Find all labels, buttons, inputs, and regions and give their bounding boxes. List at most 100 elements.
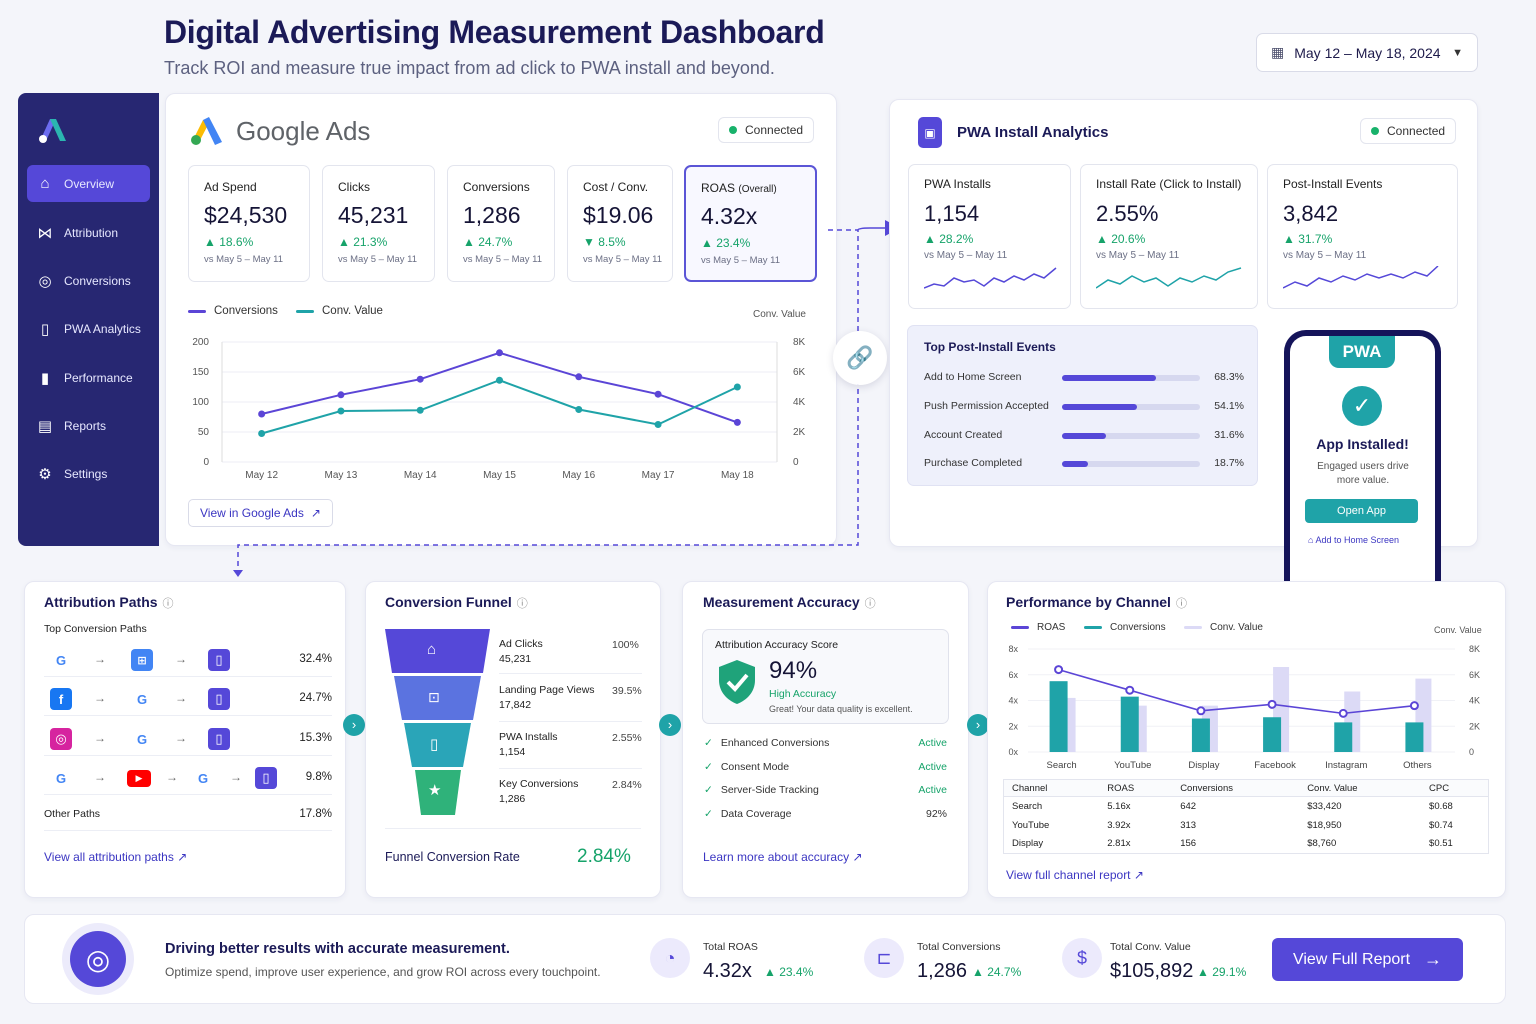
pwa-kpi-install-rate[interactable]: Install Rate (Click to Install) 2.55% ▲ 20… (1080, 164, 1258, 309)
sidebar-item-attribution[interactable]: ⋈ Attribution (27, 214, 150, 251)
check-label: Enhanced Conversions (720, 737, 830, 749)
data-point (1196, 706, 1206, 716)
table-cell: 3.92x (1107, 819, 1131, 831)
kpi-card-roas[interactable]: ROAS (Overall) 4.32x ▲ 23.4% vs May 5 – May… (684, 165, 817, 282)
sparkline (1282, 265, 1439, 289)
y2-tick-label: 4K (793, 397, 806, 408)
funnel-rate-value: 2.84% (577, 846, 631, 867)
other-paths-pct: 17.8% (299, 808, 332, 820)
learn-more-accuracy-link[interactable]: Learn more about accuracy ↗ (703, 850, 863, 864)
attribution-path-row[interactable]: f → G → ▯ 24.7% (44, 682, 332, 716)
table-row[interactable]: Display 2.81x 156 $8,760 $0.51 (1004, 835, 1489, 854)
pwa-app-icon: ▣ (918, 117, 942, 148)
x-tick-label: May 18 (721, 470, 754, 481)
view-in-google-ads-button[interactable]: View in Google Ads ↗ (188, 499, 333, 527)
sidebar-item-label: Settings (64, 466, 108, 481)
next-arrow-button[interactable]: › (967, 714, 989, 736)
kpi-delta: ▲ 21.3% (338, 235, 388, 249)
legend-label: Conversions (1110, 622, 1166, 633)
y2-axis-title: Conv. Value (1434, 625, 1482, 635)
attribution-paths-card (24, 581, 346, 898)
kpi-label: Cost / Conv. (583, 180, 649, 194)
next-arrow-button[interactable]: › (659, 714, 681, 736)
sidebar-item-conversions[interactable]: ◎ Conversions (27, 262, 150, 299)
phone-title: App Installed! (1316, 436, 1409, 452)
other-paths-row[interactable]: Other Paths 17.8% (44, 800, 332, 831)
attribution-path-row[interactable]: G → ▶ → G → ▯ 9.8% (44, 761, 332, 795)
event-label: Push Permission Accepted (924, 400, 1049, 412)
table-cell: 5.16x (1107, 800, 1131, 812)
check-status: 92% (925, 808, 947, 820)
data-point (496, 349, 503, 357)
event-bar-fill (1062, 433, 1106, 439)
phone-brand: PWA (1329, 336, 1395, 368)
attribution-path-row[interactable]: G → ⊞ → ▯ 32.4% (44, 643, 332, 677)
event-bar (1062, 433, 1200, 439)
kpi-compare: vs May 5 – May 11 (701, 255, 781, 266)
table-row[interactable]: Search 5.16x 642 $33,420 $0.68 (1004, 797, 1489, 816)
kpi-card-conversions[interactable]: Conversions 1,286 ▲ 24.7% vs May 5 – May 11 (447, 165, 555, 282)
app-logo (39, 119, 66, 143)
view-full-channel-report-link[interactable]: View full channel report ↗ (1006, 868, 1144, 882)
kpi-compare: vs May 5 – May 11 (583, 254, 663, 265)
footer-kpi-value: $105,892 (1110, 960, 1194, 982)
sidebar-item-overview[interactable]: ⌂ Overview (27, 165, 150, 202)
check-circle-icon: ✓ (1342, 386, 1382, 426)
kpi-card-ad-spend[interactable]: Ad Spend $24,530 ▲ 18.6% vs May 5 – May 11 (188, 165, 310, 282)
path-pct: 9.8% (305, 771, 332, 783)
y-tick-label: 4x (1008, 696, 1018, 706)
date-range-picker[interactable]: ▦ May 12 – May 18, 2024 ▼ (1256, 33, 1478, 72)
summary-footer (24, 914, 1506, 1004)
series-line-roas (1058, 668, 1415, 715)
instagram-icon: ◎ (50, 728, 72, 750)
kpi-card-cost-per-conv[interactable]: Cost / Conv. $19.06 ▼ 8.5% vs May 5 – May 1… (567, 165, 673, 282)
sparkline (1095, 267, 1242, 289)
pwa-kpi-post-install-events[interactable]: Post-Install Events 3,842 ▲ 31.7% vs May 5 … (1267, 164, 1458, 309)
attribution-path-row[interactable]: ◎ → G → ▯ 15.3% (44, 722, 332, 756)
conversions-icon: ⊏ (864, 938, 904, 978)
kpi-value: $19.06 (583, 202, 654, 228)
info-icon: ⓘ (1175, 598, 1187, 610)
sidebar: ⌂ Overview ⋈ Attribution ◎ Conversions ▯ PWA… (18, 93, 159, 546)
event-bar (1062, 461, 1200, 467)
bar-conversions (1263, 717, 1282, 752)
next-arrow-button[interactable]: › (343, 714, 365, 736)
events-title: Top Post-Install Events (924, 340, 1056, 354)
link-label: View full channel report (1006, 868, 1131, 882)
kpi-delta: ▲ 20.6% (1096, 232, 1146, 246)
footer-kpi-value: 4.32x (703, 960, 752, 982)
page-title: Digital Advertising Measurement Dashboar… (164, 14, 825, 50)
date-range-label: May 12 – May 18, 2024 (1294, 44, 1441, 61)
target-icon: ◎ (38, 272, 52, 290)
y-tick-label: 200 (192, 337, 209, 348)
post-install-events-panel: Top Post-Install Events Add to Home Scre… (907, 325, 1258, 486)
accuracy-check-row: ✓ Enhanced Conversions Active (704, 737, 947, 749)
pwa-kpi-installs[interactable]: PWA Installs 1,154 ▲ 28.2% vs May 5 – May 1… (908, 164, 1071, 309)
data-point (575, 373, 583, 381)
pwa-icon: ▯ (208, 649, 230, 671)
arrow-right-icon: → (1424, 949, 1443, 969)
status-dot (1371, 127, 1379, 135)
target-arrow-icon: ◎ (70, 931, 126, 987)
sidebar-item-performance[interactable]: ▮ Performance (27, 359, 150, 396)
table-row[interactable]: YouTube 3.92x 313 $18,950 $0.74 (1004, 816, 1489, 835)
add-home-label: Add to Home Screen (1315, 535, 1399, 545)
sidebar-item-pwa-analytics[interactable]: ▯ PWA Analytics (27, 310, 150, 347)
accuracy-check-row: ✓ Consent Mode Active (704, 761, 947, 773)
open-app-button[interactable]: Open App (1305, 499, 1418, 523)
view-full-report-button[interactable]: View Full Report → (1272, 938, 1463, 981)
view-all-attribution-paths-link[interactable]: View all attribution paths ↗ (44, 850, 187, 864)
sidebar-item-settings[interactable]: ⚙ Settings (27, 455, 150, 492)
kpi-card-clicks[interactable]: Clicks 45,231 ▲ 21.3% vs May 5 – May 11 (322, 165, 435, 282)
info-icon: ⓘ (162, 598, 174, 610)
event-label: Purchase Completed (924, 457, 1023, 469)
bar-conversions (1120, 696, 1139, 752)
step-pct: 2.55% (612, 732, 642, 744)
sidebar-item-reports[interactable]: ▤ Reports (27, 407, 150, 444)
add-to-home-screen-link[interactable]: ⌂ Add to Home Screen (1308, 535, 1399, 545)
kpi-delta: ▲ 31.7% (1283, 232, 1333, 246)
x-tick-label: Display (1188, 760, 1219, 771)
kpi-value: 45,231 (338, 202, 409, 228)
step-value: 1,286 (499, 793, 526, 805)
table-cell: $0.68 (1429, 800, 1453, 812)
